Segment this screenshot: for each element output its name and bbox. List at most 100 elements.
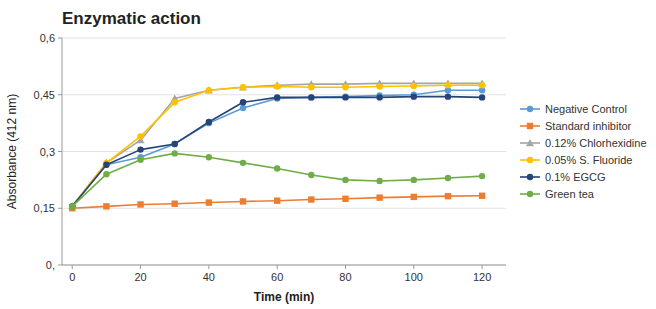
grid-line (62, 208, 506, 209)
point (137, 146, 143, 152)
point (240, 84, 246, 90)
x-tick (277, 265, 278, 269)
point (308, 84, 314, 90)
y-tick-label: 0, (46, 259, 55, 271)
axes: 0, 0,15 0,3 0,45 0,6 0 20 40 60 80 100 120 (34, 32, 506, 283)
point (240, 160, 246, 166)
legend-label: Standard inhibitor (545, 120, 632, 132)
point (69, 203, 75, 209)
point (376, 178, 382, 184)
point (274, 83, 280, 89)
x-tick (413, 265, 414, 269)
point (376, 194, 382, 200)
point (479, 94, 485, 100)
point (69, 203, 75, 209)
x-tick (208, 265, 209, 269)
point (445, 82, 451, 88)
point (411, 177, 417, 183)
point (103, 162, 109, 168)
point (479, 173, 485, 179)
legend-label: 0.1% EGCG (545, 171, 606, 183)
legend: Negative ControlStandard inhibitor0.12% … (520, 103, 647, 200)
point (274, 165, 280, 171)
x-tick-label: 20 (134, 271, 146, 283)
x-tick (345, 265, 346, 269)
point (376, 83, 382, 89)
point (274, 94, 280, 100)
y-tick-label: 0,6 (40, 32, 55, 44)
x-tick-label: 40 (203, 271, 215, 283)
legend-label: 0.05% S. Fluoride (545, 154, 632, 166)
y-tick (58, 208, 62, 209)
x-tick-label: 80 (339, 271, 351, 283)
point (69, 203, 75, 209)
point (479, 82, 485, 88)
legend-marker (527, 106, 533, 112)
x-tick-label: 60 (271, 271, 283, 283)
series (68, 79, 486, 209)
point (172, 141, 178, 147)
point (103, 162, 109, 168)
y-tick-label: 0,45 (34, 89, 55, 101)
point (411, 83, 417, 89)
point (308, 196, 314, 202)
series (69, 193, 485, 212)
y-tick (58, 265, 62, 266)
point (342, 177, 348, 183)
y-tick (58, 94, 62, 95)
point (103, 203, 109, 209)
x-tick (140, 265, 141, 269)
point (172, 201, 178, 207)
point (376, 94, 382, 100)
point (172, 99, 178, 105)
point (206, 87, 212, 93)
point (342, 93, 348, 99)
title: Enzymatic action (62, 9, 201, 28)
grid-line (62, 94, 506, 95)
point (479, 193, 485, 199)
grid-line (62, 265, 506, 266)
point (240, 99, 246, 105)
point (172, 141, 178, 147)
x-tick-label: 0 (69, 271, 75, 283)
x-axis-line (62, 265, 506, 266)
point (103, 171, 109, 177)
point (239, 83, 247, 90)
point (342, 94, 348, 100)
point (240, 105, 246, 111)
y-axis-line (62, 38, 63, 265)
series-line (72, 83, 482, 206)
point (308, 94, 314, 100)
series-line (72, 196, 482, 208)
point (205, 86, 213, 93)
point (342, 84, 348, 90)
point (206, 119, 212, 125)
legend-marker (527, 191, 533, 197)
x-tick-label: 120 (473, 271, 491, 283)
point (445, 93, 451, 99)
x-tick (482, 265, 483, 269)
series-line (72, 97, 482, 207)
legend-label: 0.12% Chlorhexidine (545, 137, 647, 149)
legend-label: Green tea (545, 188, 595, 200)
point (206, 154, 212, 160)
series-line (72, 153, 482, 206)
point (137, 133, 143, 139)
point (172, 150, 178, 156)
point (342, 196, 348, 202)
series (69, 82, 485, 209)
point (137, 201, 143, 207)
series (69, 93, 485, 209)
x-tick-label: 100 (405, 271, 423, 283)
y-tick-label: 0,3 (40, 146, 55, 158)
legend-marker (526, 139, 534, 146)
series (69, 87, 485, 210)
y-axis-label: Absorbance (412 nm) (5, 94, 19, 209)
chart-container: Enzymatic action 0, 0,15 0,3 0,45 0,6 0 20 40 60 8… (0, 0, 656, 309)
y-tick-label: 0,15 (34, 202, 55, 214)
x-axis-label: Time (min) (254, 290, 314, 304)
series-line (72, 85, 482, 206)
plot-area (68, 79, 486, 211)
point (240, 198, 246, 204)
point (411, 93, 417, 99)
